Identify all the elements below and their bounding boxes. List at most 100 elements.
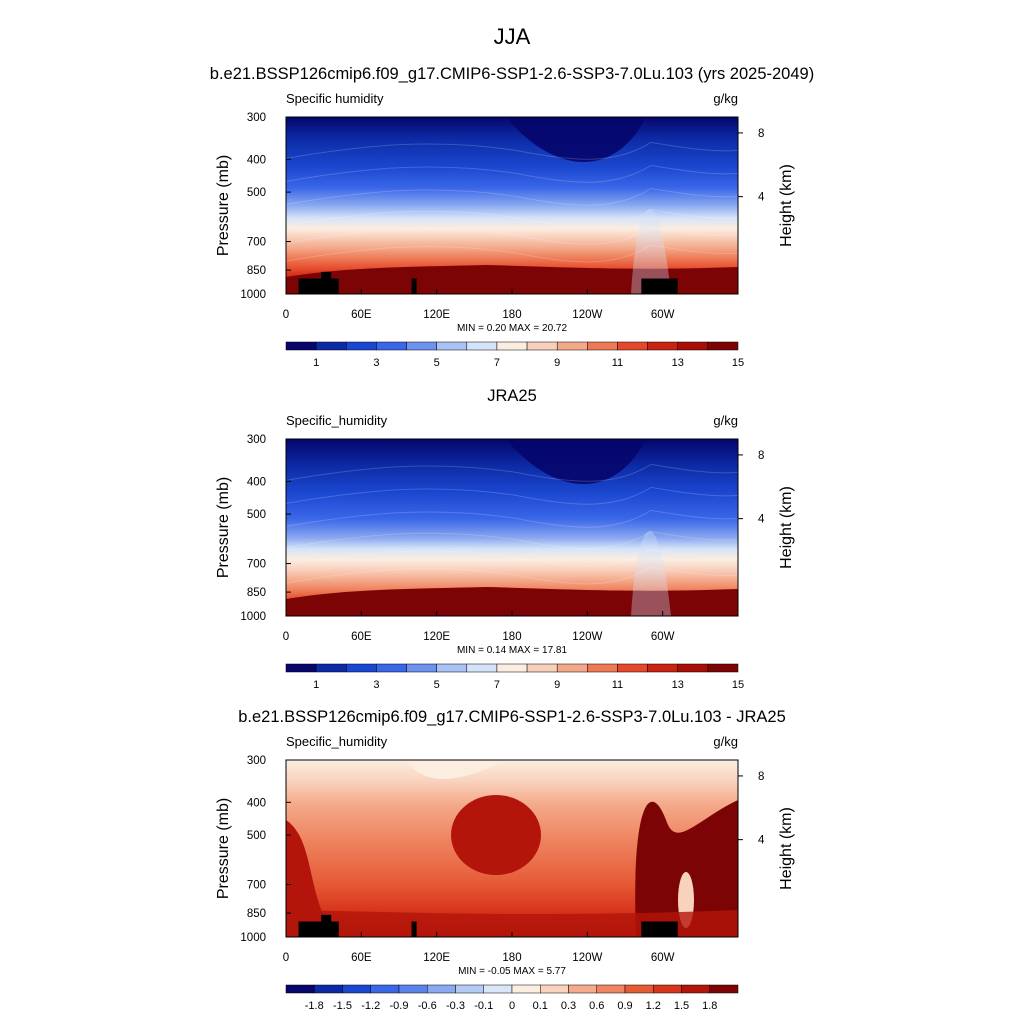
colorbar-box: [466, 663, 498, 673]
y2-tick-label: 8: [758, 128, 764, 140]
colorbar-box: [587, 663, 618, 673]
colorbar-label: -1.8: [305, 1000, 324, 1012]
topography-mask: [321, 271, 332, 294]
x-tick-label: 120W: [572, 631, 602, 643]
x-tick-label: 60E: [351, 952, 372, 964]
x-tick-label: 60W: [651, 631, 675, 643]
colorbar-box: [285, 341, 317, 351]
y-tick-label: 1000: [240, 289, 266, 301]
colorbar-box: [455, 984, 484, 994]
colorbar-label: 1.5: [674, 1000, 689, 1012]
colorbar-box: [315, 663, 347, 673]
panel-title: b.e21.BSSP126cmip6.f09_g17.CMIP6-SSP1-2.…: [238, 708, 786, 726]
colorbar-label: 7: [494, 357, 500, 369]
y-tick-label: 300: [247, 112, 266, 124]
colorbar-box: [346, 663, 377, 673]
y-tick-label: 500: [247, 830, 266, 842]
colorbar-box: [556, 341, 588, 351]
colorbar-box: [466, 341, 498, 351]
contour-line: [286, 486, 738, 505]
colorbar-box: [285, 984, 315, 994]
colorbar-label: 13: [672, 679, 684, 691]
y-axis-label: Pressure (mb): [215, 798, 232, 899]
moist-plume: [631, 530, 671, 616]
x-tick-label: 0: [283, 631, 289, 643]
y-tick-label: 400: [247, 797, 266, 809]
colorbar-box: [677, 663, 709, 673]
y-tick-label: 500: [247, 187, 266, 199]
contour-line: [286, 463, 738, 482]
x-tick-label: 120W: [572, 952, 602, 964]
colorbar-box: [647, 341, 678, 351]
y-tick-label: 850: [247, 587, 266, 599]
y-axis-label: Pressure (mb): [215, 155, 232, 256]
colorbar-box: [540, 984, 569, 994]
colorbar-box: [376, 341, 407, 351]
right-string: g/kg: [713, 91, 738, 106]
colorbar-box: [568, 984, 597, 994]
diff-surface-layer: [286, 910, 738, 937]
colorbar-label: 3: [373, 357, 379, 369]
colorbar-box: [346, 341, 377, 351]
panel-model: b.e21.BSSP126cmip6.f09_g17.CMIP6-SSP1-2.…: [210, 65, 814, 369]
colorbar-box: [653, 984, 682, 994]
colorbar-box: [617, 663, 648, 673]
colorbar-label: 11: [612, 357, 623, 369]
y2-axis-label: Height (km): [778, 486, 795, 569]
y2-axis-label: Height (km): [778, 807, 795, 890]
y2-tick-label: 8: [758, 450, 764, 462]
x-tick-label: 180: [502, 309, 521, 321]
dry-region: [506, 439, 646, 484]
colorbar-box: [398, 984, 428, 994]
topography-mask: [411, 921, 417, 937]
colorbar-label: 5: [434, 679, 440, 691]
colorbar-label: 1: [313, 357, 319, 369]
contour-line: [286, 187, 738, 206]
right-string: g/kg: [713, 734, 738, 749]
topography-mask: [641, 278, 678, 294]
colorbar-box: [436, 341, 468, 351]
colorbar-label: 9: [554, 679, 560, 691]
colorbar-label: -0.9: [390, 1000, 409, 1012]
x-tick-label: 60W: [651, 309, 675, 321]
y-tick-label: 700: [247, 237, 266, 249]
colorbar-label: -0.3: [446, 1000, 465, 1012]
colorbar-label: 1.2: [646, 1000, 661, 1012]
topography-mask: [298, 278, 339, 294]
topography-mask: [641, 921, 678, 937]
contour-field: [286, 117, 738, 294]
contour-line: [286, 164, 738, 183]
colorbar-box: [526, 341, 558, 351]
min-max-stats: MIN = 0.20 MAX = 20.72: [457, 323, 567, 334]
colorbar-box: [427, 984, 456, 994]
y-tick-label: 400: [247, 476, 266, 488]
colorbar-box: [709, 984, 739, 994]
left-string: Specific humidity: [286, 91, 384, 106]
x-tick-label: 0: [283, 952, 289, 964]
colorbar-box: [681, 984, 710, 994]
diff-maximum-pacific: [451, 795, 541, 875]
y-tick-label: 300: [247, 755, 266, 767]
y-tick-label: 400: [247, 154, 266, 166]
x-tick-label: 120E: [423, 309, 450, 321]
surface-moist-layer: [286, 587, 738, 616]
contour-line: [286, 209, 738, 227]
colorbar-label: 0.9: [617, 1000, 632, 1012]
colorbar-label: -1.5: [333, 1000, 352, 1012]
colorbar-label: -1.2: [361, 1000, 380, 1012]
colorbar-box: [596, 984, 626, 994]
y2-tick-label: 8: [758, 771, 764, 783]
left-string: Specific_humidity: [286, 734, 388, 749]
colorbar-label: 15: [732, 679, 744, 691]
colorbar-box: [496, 663, 528, 673]
colorbar-box: [587, 341, 618, 351]
contour-line: [286, 141, 738, 160]
y2-tick-label: 4: [758, 514, 765, 526]
panel-difference: b.e21.BSSP126cmip6.f09_g17.CMIP6-SSP1-2.…: [215, 708, 795, 1012]
colorbar-box: [556, 663, 588, 673]
colorbar-box: [624, 984, 654, 994]
colorbar-label: 15: [732, 357, 744, 369]
y-tick-label: 850: [247, 265, 266, 277]
